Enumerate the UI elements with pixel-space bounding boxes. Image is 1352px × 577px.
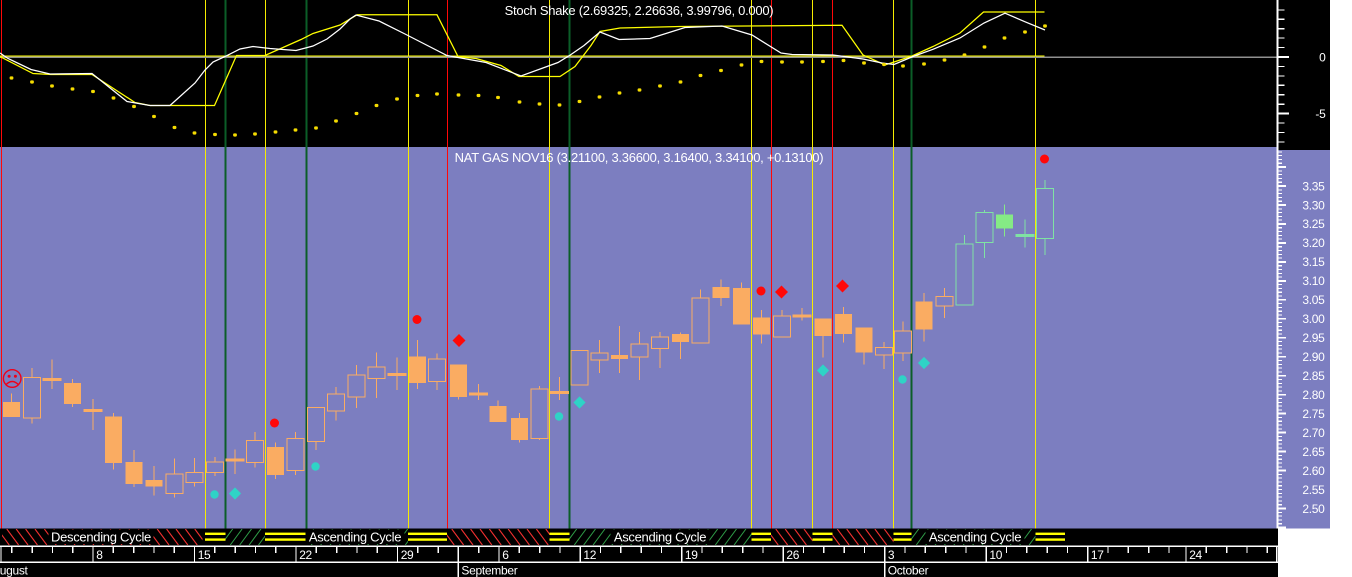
svg-text:3.35: 3.35 (1302, 179, 1325, 193)
svg-text:Descending Cycle: Descending Cycle (51, 529, 151, 544)
svg-text:3: 3 (888, 548, 895, 562)
svg-text:3.10: 3.10 (1302, 274, 1325, 288)
svg-text:Stoch Shake (2.69325, 2.26636,: Stoch Shake (2.69325, 2.26636, 3.99796, … (505, 3, 774, 18)
svg-text:2.60: 2.60 (1302, 464, 1325, 478)
svg-text:12: 12 (583, 548, 596, 562)
svg-text:3.25: 3.25 (1302, 217, 1325, 231)
svg-text:3.00: 3.00 (1302, 312, 1325, 326)
svg-text:2.80: 2.80 (1302, 388, 1325, 402)
svg-text:Ascending Cycle: Ascending Cycle (309, 529, 401, 544)
svg-text:19: 19 (685, 548, 698, 562)
svg-text:2.70: 2.70 (1302, 426, 1325, 440)
svg-text:3.05: 3.05 (1302, 293, 1325, 307)
svg-text:October: October (888, 564, 929, 577)
svg-text:0: 0 (1319, 50, 1326, 64)
svg-text:2.75: 2.75 (1302, 407, 1325, 421)
svg-text:10: 10 (989, 548, 1002, 562)
svg-text:3.15: 3.15 (1302, 255, 1325, 269)
svg-text:August: August (0, 564, 29, 577)
svg-text:2.85: 2.85 (1302, 369, 1325, 383)
svg-text:Ascending Cycle: Ascending Cycle (614, 529, 706, 544)
svg-text:Ascending Cycle: Ascending Cycle (929, 529, 1021, 544)
svg-text:6: 6 (502, 548, 509, 562)
svg-text:22: 22 (299, 548, 312, 562)
svg-text:17: 17 (1091, 548, 1104, 562)
svg-text:2.55: 2.55 (1302, 483, 1325, 497)
svg-text:29: 29 (401, 548, 414, 562)
svg-text:NAT GAS NOV16 (3.21100, 3.3660: NAT GAS NOV16 (3.21100, 3.36600, 3.16400… (455, 150, 824, 165)
svg-text:2.50: 2.50 (1302, 502, 1325, 516)
svg-text:-5: -5 (1315, 107, 1326, 121)
svg-text:2.95: 2.95 (1302, 331, 1325, 345)
svg-text:2.90: 2.90 (1302, 350, 1325, 364)
svg-text:2.65: 2.65 (1302, 445, 1325, 459)
svg-text:26: 26 (786, 548, 799, 562)
svg-text:24: 24 (1189, 548, 1202, 562)
svg-text:3.30: 3.30 (1302, 198, 1325, 212)
svg-text:3.20: 3.20 (1302, 236, 1325, 250)
svg-text:15: 15 (198, 548, 211, 562)
svg-text:8: 8 (96, 548, 103, 562)
svg-text:September: September (461, 564, 517, 577)
